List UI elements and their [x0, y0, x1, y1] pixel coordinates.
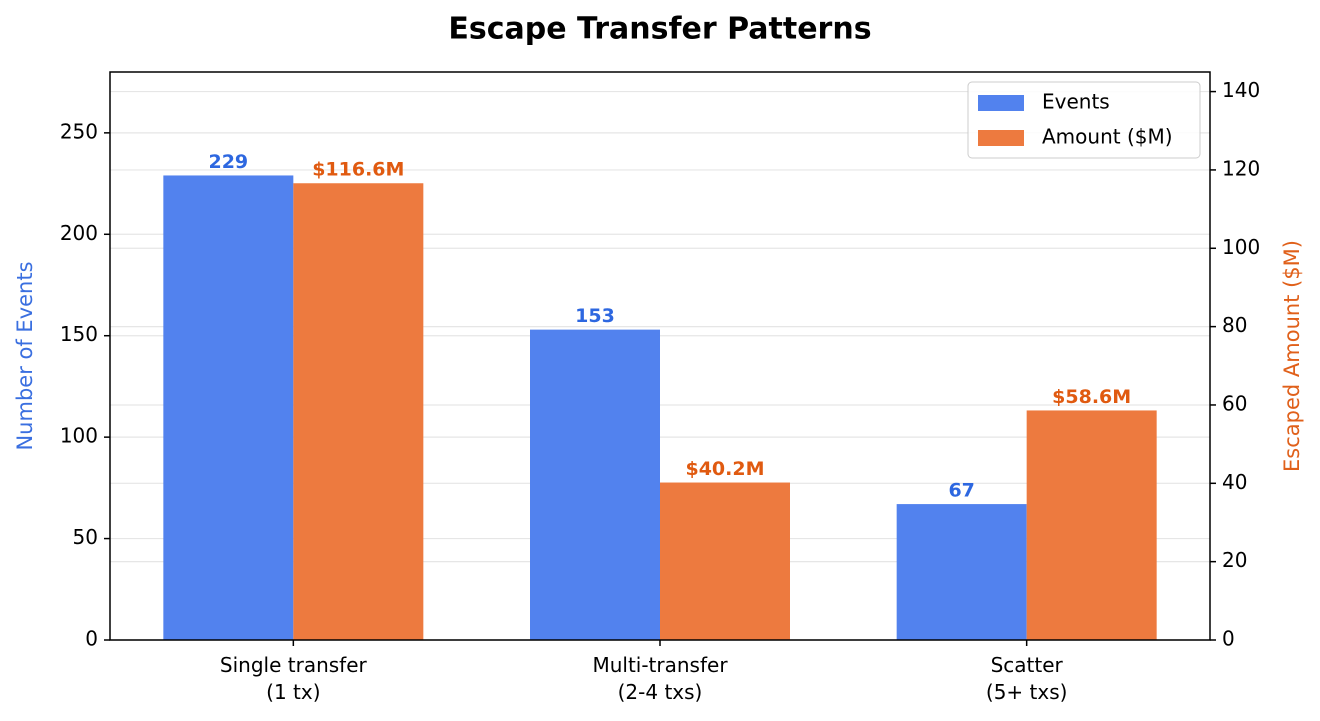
y2-tick-label: 20: [1222, 548, 1247, 572]
y2-tick-label: 0: [1222, 627, 1235, 651]
y2-tick-label: 80: [1222, 313, 1247, 337]
y2-tick-label: 60: [1222, 391, 1247, 415]
bar: [660, 482, 790, 640]
x-tick-label: Multi-transfer (2-4 txs): [592, 653, 728, 704]
bar: [530, 329, 660, 640]
value-label: $116.6M: [312, 159, 404, 181]
legend-swatch: [978, 130, 1024, 146]
bar: [163, 175, 294, 640]
y-tick-label: 200: [60, 221, 98, 245]
legend-label: Events: [1042, 90, 1110, 114]
y-tick-label: 100: [60, 424, 98, 448]
legend: Events Amount ($M): [967, 81, 1201, 159]
y2-axis-label: Escaped Amount ($M): [1280, 240, 1304, 472]
plot-frame: [109, 71, 1211, 641]
value-label: $58.6M: [1052, 386, 1131, 408]
x-tick-label: Scatter (5+ txs): [986, 653, 1068, 704]
legend-label: Amount ($M): [1042, 125, 1173, 149]
bar: [1026, 410, 1157, 640]
y-tick-label: 250: [60, 119, 98, 143]
y2-tick-label: 100: [1222, 235, 1260, 259]
value-label: $40.2M: [685, 458, 764, 480]
y-tick-label: 0: [85, 627, 98, 651]
value-label: 229: [208, 151, 248, 173]
bar: [293, 183, 424, 641]
y-tick-label: 150: [60, 322, 98, 346]
legend-swatch: [978, 95, 1024, 111]
value-label: 67: [948, 480, 974, 502]
y2-tick-label: 120: [1222, 156, 1260, 180]
x-tick-label: Single transfer (1 tx): [220, 653, 368, 704]
bar: [896, 504, 1027, 640]
chart-title: Escape Transfer Patterns: [448, 12, 871, 47]
y-tick-label: 50: [73, 525, 98, 549]
legend-box: [967, 81, 1201, 159]
y2-tick-label: 140: [1222, 78, 1260, 102]
y2-tick-label: 40: [1222, 470, 1247, 494]
y-axis-label: Number of Events: [13, 261, 37, 450]
value-label: 153: [575, 305, 615, 327]
